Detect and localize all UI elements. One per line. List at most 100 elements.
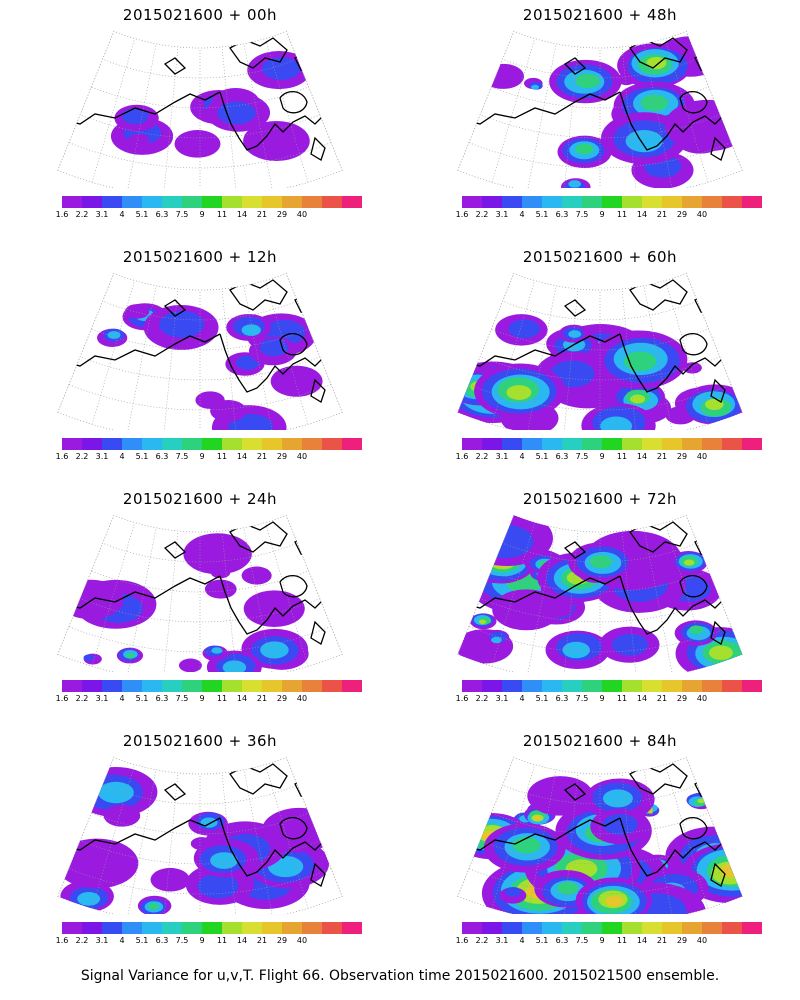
colorbar-tick-label: 29 [276,452,288,461]
colorbar-swatch [522,438,542,450]
colorbar-tick-label: 9 [199,452,205,461]
projection-map [457,514,743,672]
coastline [679,575,708,598]
variance-contour [605,895,624,907]
colorbar-swatch [522,196,542,208]
variance-contour [178,658,202,672]
coastline [163,541,187,559]
map-panel: 2015021600 + 12h 1.6 2.2 3.1 4 5.1 6.3 7.5 9 11 14… [0,242,400,487]
coastline [279,333,308,356]
colorbar-swatch [482,922,502,934]
colorbar [462,196,762,208]
coastline [229,521,288,553]
coastline [563,783,587,801]
variance-contour [159,310,205,338]
colorbar [62,196,362,208]
projection-map [457,756,743,914]
colorbar-swatch [162,680,182,692]
colorbar-swatch [682,438,702,450]
colorbar-swatch [242,196,262,208]
colorbar-swatch [262,196,282,208]
colorbar-swatch [342,680,362,692]
colorbar-tick-label: 9 [199,694,205,703]
colorbar-ticks: 1.6 2.2 3.1 4 5.1 6.3 7.5 9 11 14 21 29 40 [456,694,762,706]
colorbar-swatch [482,680,502,692]
colorbar-tick-label: 14 [236,452,248,461]
colorbar-swatch [682,680,702,692]
variance-contour [259,338,289,357]
colorbar-swatch [342,922,362,934]
variance-contour [625,130,663,153]
colorbar-swatch [702,196,722,208]
colorbar-tick-label: 2.2 [75,452,89,461]
coastline [294,535,324,557]
colorbar-tick-label: 14 [236,694,248,703]
colorbar-swatch [82,196,102,208]
colorbar-swatch [502,196,522,208]
colorbar-swatch [202,922,222,934]
colorbar-tick-label: 40 [296,452,308,461]
variance-contour [147,902,160,910]
colorbar-swatch [662,438,682,450]
variance-contour [107,331,121,339]
colorbar-tick-label: 21 [656,694,668,703]
colorbar-tick-label: 14 [636,210,648,219]
colorbar-tick-label: 40 [296,210,308,219]
colorbar-tick-label: 4 [519,936,525,945]
map-panel: 2015021600 + 00h 1.6 2.2 3.1 4 5.1 6.3 7.5 9 11 14… [0,0,400,245]
colorbar-swatch [162,922,182,934]
colorbar-tick-label: 29 [676,936,688,945]
meridian-line [125,273,165,430]
colorbar-swatch [662,680,682,692]
colorbar-tick-label: 9 [599,936,605,945]
colorbar-swatch [462,196,482,208]
colorbar-tick-label: 5.1 [135,936,149,945]
variance-contour [575,143,594,155]
colorbar-ticks: 1.6 2.2 3.1 4 5.1 6.3 7.5 9 11 14 21 29 40 [456,210,762,222]
colorbar-tick-label: 1.6 [455,210,469,219]
map-panel: 2015021600 + 84h 1.6 2.2 3.1 4 5.1 6.3 7.5 9 11 14… [400,726,800,971]
variance-contour [261,807,337,853]
variance-contour [124,304,150,319]
meridian-line [525,31,565,188]
colorbar-swatch [302,438,322,450]
colorbar-tick-label: 3.1 [95,936,109,945]
colorbar-swatch [282,438,302,450]
colorbar-swatch [722,438,742,450]
variance-contour [623,351,657,372]
colorbar-swatch [282,196,302,208]
colorbar-swatch [522,922,542,934]
colorbar-swatch [262,922,282,934]
colorbar-swatch [102,680,122,692]
panel-title: 2015021600 + 60h [522,248,678,266]
colorbar-swatch [462,922,482,934]
colorbar-swatch [602,680,622,692]
panel-title: 2015021600 + 36h [122,732,278,750]
colorbar-tick-label: 4 [519,210,525,219]
panel-title: 2015021600 + 24h [122,490,278,508]
colorbar-swatch [202,680,222,692]
colorbar-tick-label: 1.6 [455,936,469,945]
projection-map [457,30,743,188]
colorbar [462,680,762,692]
colorbar-swatch [142,196,162,208]
panel-title: 2015021600 + 00h [122,6,278,24]
colorbar-swatch [62,922,82,934]
variance-contour [482,63,525,89]
colorbar-swatch [262,438,282,450]
projection-map [457,272,743,430]
colorbar-ticks: 1.6 2.2 3.1 4 5.1 6.3 7.5 9 11 14 21 29 40 [56,694,362,706]
colorbar-tick-label: 4 [119,452,125,461]
colorbar-tick-label: 6.3 [555,694,569,703]
colorbar-tick-label: 1.6 [455,694,469,703]
variance-contour [174,130,221,158]
colorbar-swatch [162,438,182,450]
colorbar [462,922,762,934]
colorbar-tick-label: 2.2 [475,452,489,461]
colorbar-swatch [302,922,322,934]
colorbar-tick-label: 40 [696,452,708,461]
colorbar-swatch [462,680,482,692]
colorbar-swatch [82,922,102,934]
colorbar-swatch [502,438,522,450]
colorbar-swatch [142,922,162,934]
